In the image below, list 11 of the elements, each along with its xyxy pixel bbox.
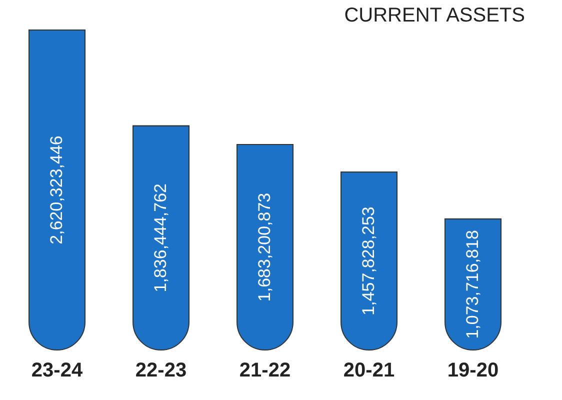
data-label: 1,836,444,762 xyxy=(151,184,170,292)
data-label: 1,683,200,873 xyxy=(255,192,274,302)
x-tick-label: 20-21 xyxy=(343,360,395,382)
data-label: 1,073,716,818 xyxy=(463,230,482,339)
x-tick-label: 19-20 xyxy=(447,360,499,382)
x-tick-label: 21-22 xyxy=(239,360,291,382)
chart-title: CURRENT ASSETS xyxy=(344,4,525,26)
x-tick-label: 22-23 xyxy=(135,360,187,382)
x-tick-label: 23-24 xyxy=(31,360,84,382)
data-label: 2,620,323,446 xyxy=(47,136,66,244)
data-label: 1,457,828,253 xyxy=(359,206,378,316)
